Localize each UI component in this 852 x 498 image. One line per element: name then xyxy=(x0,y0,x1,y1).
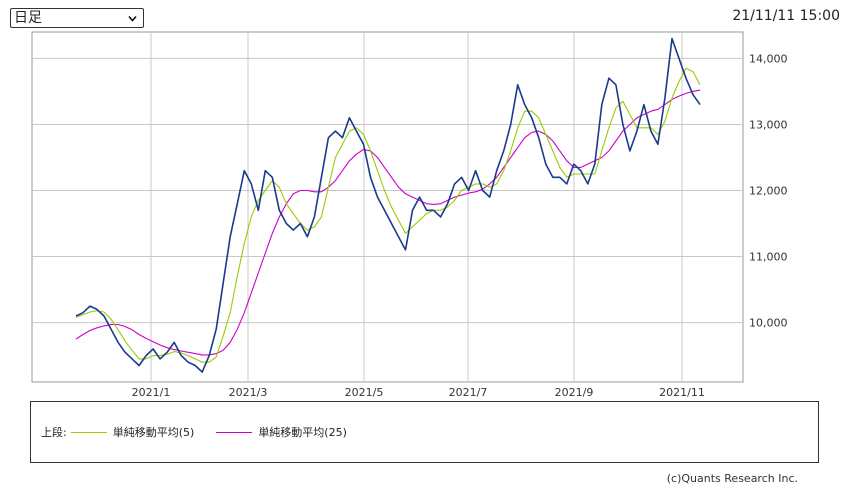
y-tick-label: 10,000 xyxy=(749,317,788,330)
legend-swatch-sma5 xyxy=(70,431,107,433)
y-tick-label: 13,000 xyxy=(749,118,788,131)
y-tick-label: 12,000 xyxy=(749,184,788,197)
x-tick-label: 2021/9 xyxy=(555,386,594,399)
y-tick-label: 11,000 xyxy=(749,251,788,264)
x-tick-label: 2021/3 xyxy=(229,386,268,399)
legend-box: 上段: 単純移動平均(5) 単純移動平均(25) xyxy=(30,401,819,463)
period-select[interactable]: 日足 xyxy=(10,8,144,28)
period-select-value: 日足 xyxy=(14,10,42,26)
x-tick-label: 2021/7 xyxy=(449,386,488,399)
legend-label-sma25: 単純移動平均(25) xyxy=(258,426,347,439)
plot-area xyxy=(31,31,744,383)
legend-item-sma5: 単純移動平均(5) xyxy=(70,424,195,440)
copyright: (c)Quants Research Inc. xyxy=(666,472,798,485)
series-line-price xyxy=(75,37,701,373)
x-tick-label: 2021/11 xyxy=(659,386,705,399)
legend-prefix: 上段: xyxy=(41,426,67,439)
y-tick-label: 14,000 xyxy=(749,52,788,65)
legend-item-sma25: 単純移動平均(25) xyxy=(216,424,347,440)
price-chart: 2021/1 2021/3 2021/5 2021/7 2021/9 2021/11 14,… xyxy=(31,31,788,399)
x-tick-label: 2021/1 xyxy=(132,386,171,399)
chevron-down-icon xyxy=(128,15,137,22)
legend-swatch-sma25 xyxy=(216,431,253,433)
x-tick-label: 2021/5 xyxy=(345,386,384,399)
timestamp: 21/11/11 15:00 xyxy=(732,8,840,24)
legend: 上段: 単純移動平均(5) 単純移動平均(25) xyxy=(41,424,369,440)
legend-label-sma5: 単純移動平均(5) xyxy=(112,426,195,439)
